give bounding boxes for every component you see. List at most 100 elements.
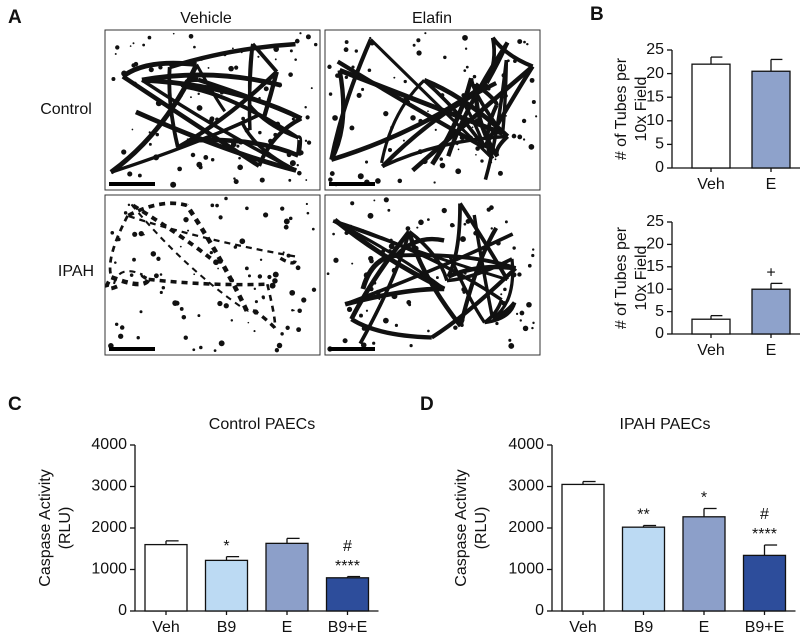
y-axis-label: Caspase Activity (453, 469, 470, 586)
cell (495, 240, 501, 246)
cell (522, 325, 529, 332)
cell (149, 204, 153, 209)
cell (363, 272, 370, 279)
bar (751, 70, 791, 169)
cell (114, 52, 117, 55)
cell (373, 281, 377, 285)
cell (155, 132, 160, 137)
cell (244, 128, 250, 133)
cell (356, 92, 362, 98)
cell (480, 159, 484, 163)
cell (198, 165, 203, 170)
y-tick-label: 2000 (508, 519, 544, 536)
cell (180, 84, 184, 88)
cell (132, 231, 138, 237)
cell (519, 310, 525, 316)
cell (138, 230, 144, 237)
cell (159, 273, 163, 276)
cell (407, 100, 410, 104)
cell (367, 68, 372, 73)
cell (179, 307, 184, 311)
cell (310, 87, 313, 90)
cell (439, 162, 446, 169)
cell (512, 246, 516, 250)
cell (462, 290, 466, 294)
cell (197, 314, 201, 318)
cell (351, 65, 355, 69)
cell (502, 48, 506, 52)
cell (475, 146, 480, 151)
cell (328, 92, 333, 96)
micrographs (104, 29, 541, 356)
cell (375, 289, 381, 295)
chart-title: Control PAECs (209, 416, 315, 433)
cell (460, 236, 466, 243)
cell (390, 125, 394, 130)
cell (301, 297, 307, 303)
cell (274, 348, 280, 353)
cell (245, 206, 249, 211)
tube (257, 116, 303, 167)
cell (328, 177, 333, 182)
cell (261, 295, 265, 299)
cell (313, 42, 318, 47)
tube (458, 202, 509, 281)
cell (433, 181, 436, 184)
cell (332, 232, 335, 236)
cell (477, 239, 479, 241)
tube (350, 317, 432, 340)
cell (529, 77, 535, 83)
cell (285, 325, 290, 330)
y-tick-label: 10 (646, 280, 664, 297)
cell (381, 249, 386, 254)
tube (141, 78, 297, 172)
y-tick-label: 0 (655, 325, 664, 342)
cell (239, 238, 246, 245)
cell (500, 293, 503, 296)
cell (528, 144, 535, 150)
y-tick-label: 25 (646, 213, 664, 230)
y-tick-label: 15 (646, 258, 664, 275)
cell (356, 148, 359, 152)
cell (298, 150, 304, 156)
x-tick-label: E (766, 176, 777, 193)
cell (259, 177, 265, 183)
cell (296, 163, 299, 167)
y-axis-label: # of Tubes per (613, 57, 630, 160)
cell (297, 170, 302, 176)
cell (306, 211, 310, 215)
cell (463, 222, 467, 226)
tube (483, 299, 504, 325)
cell (233, 179, 239, 185)
cell (311, 287, 317, 292)
cell (403, 97, 408, 102)
cell (288, 216, 293, 221)
cell (123, 211, 128, 215)
tube (446, 203, 462, 278)
tube (110, 275, 151, 287)
cell (282, 251, 285, 254)
cell (431, 114, 436, 119)
cell (129, 273, 134, 277)
cell (464, 47, 468, 50)
cell (132, 257, 136, 262)
significance-label: # (343, 538, 352, 555)
cell (119, 325, 125, 330)
cell (207, 66, 210, 69)
cell (305, 179, 308, 181)
cell (131, 63, 136, 68)
cell (378, 297, 381, 300)
cell (527, 263, 532, 268)
cell (213, 139, 217, 143)
cell (361, 229, 365, 232)
tube (500, 60, 509, 134)
cell (416, 226, 419, 229)
tube (134, 109, 297, 173)
cell (289, 49, 293, 53)
cell (503, 287, 507, 292)
cell (344, 75, 349, 79)
cell (121, 70, 127, 77)
cell (457, 148, 460, 151)
cell (236, 144, 240, 148)
y-tick-label: 25 (646, 41, 664, 58)
